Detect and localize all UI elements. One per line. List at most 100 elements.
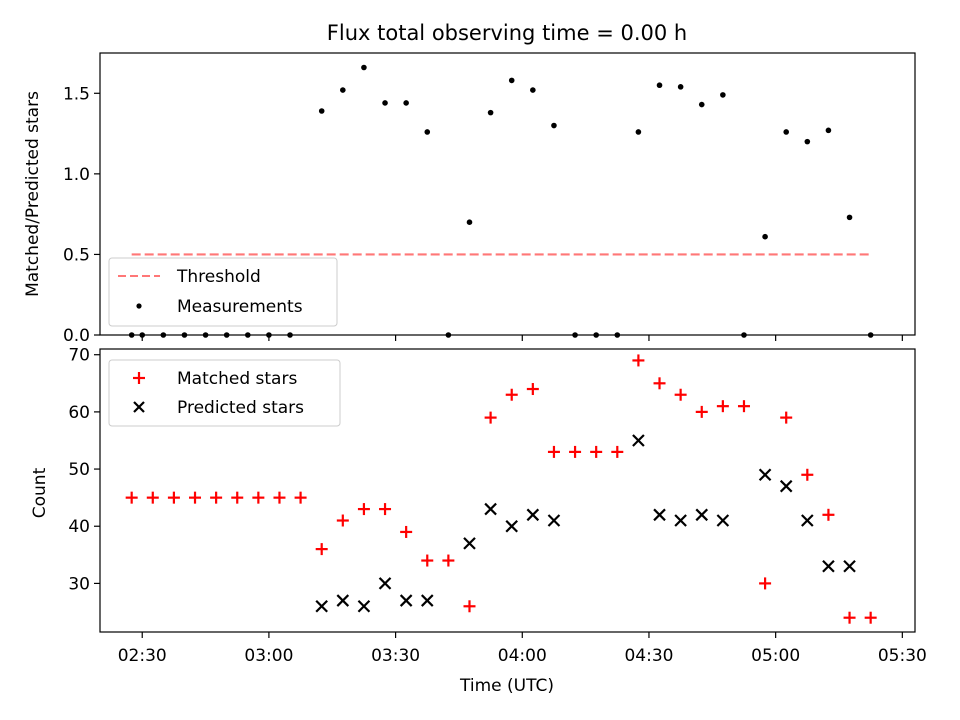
matched-star-point	[864, 611, 877, 624]
bottom-y-tick-label: 70	[68, 346, 90, 366]
matched-star-point	[294, 491, 307, 504]
matched-star-point	[252, 491, 265, 504]
top-y-axis-label: Matched/Predicted stars	[23, 91, 43, 297]
predicted-star-point	[399, 594, 413, 607]
measurement-point	[551, 122, 557, 129]
matched-star-point	[400, 525, 413, 538]
bottom-y-tick-label: 30	[68, 574, 90, 594]
matched-star-point	[125, 491, 138, 504]
predicted-star-point	[357, 599, 371, 613]
bottom-legend-box	[108, 359, 341, 427]
top-y-tick-label: 1.0	[63, 165, 90, 185]
measurement-point	[361, 64, 367, 71]
measurement-point	[318, 108, 325, 114]
bottom-panel: 30 40 50 60 70 02:30 03:00 03:30 04:00 04:30 05:00…	[30, 346, 927, 696]
bottom-tick-layer: 30 40 50 60 70 02:30 03:00 03:30 04:00 04:30 05:00…	[68, 346, 926, 666]
predicted-star-point	[779, 479, 793, 493]
matched-star-point	[590, 445, 603, 458]
matched-star-point	[632, 354, 645, 367]
measurement-point	[677, 84, 684, 90]
matched-star-point	[569, 445, 582, 458]
top-y-tick-label: 0.5	[63, 245, 90, 265]
legend-predicted-swatch	[133, 401, 145, 413]
matched-star-point	[653, 377, 666, 390]
legend-measurements-swatch	[136, 303, 142, 309]
matched-star-point	[421, 554, 434, 567]
bottom-axes-frame	[99, 348, 916, 633]
matched-star-point	[843, 611, 856, 624]
matched-star-point	[210, 491, 223, 504]
matched-star-point	[526, 383, 539, 396]
measurement-point	[720, 92, 726, 98]
predicted-star-point	[484, 502, 497, 516]
measurement-point	[635, 129, 642, 135]
matched-star-point	[146, 491, 159, 504]
top-legend-box	[108, 257, 338, 327]
matched-star-point	[167, 491, 180, 504]
matched-star-point	[822, 508, 835, 521]
measurement-point	[466, 219, 473, 225]
matched-star-point	[442, 554, 455, 567]
measurement-point	[846, 214, 853, 221]
x-tick-label: 04:30	[624, 646, 673, 666]
predicted-star-point	[336, 594, 350, 607]
predicted-star-point	[801, 514, 814, 527]
bottom-legend: Matched stars Predicted stars	[108, 359, 341, 427]
matched-star-point	[357, 503, 370, 516]
measurement-point	[698, 101, 705, 108]
measurement-point	[487, 109, 494, 116]
predicted-star-point	[463, 537, 476, 550]
x-tick-label: 02:30	[118, 646, 167, 666]
legend-threshold-label: Threshold	[176, 267, 261, 287]
bottom-y-axis-label: Count	[30, 467, 50, 518]
predicted-star-point	[674, 514, 687, 527]
x-tick-label: 03:30	[371, 646, 420, 666]
x-tick-label: 05:00	[751, 646, 800, 666]
figure-title: Flux total observing time = 0.00 h	[327, 21, 687, 45]
matched-star-point	[674, 388, 687, 401]
measurement-point	[508, 77, 515, 84]
measurement-point	[825, 127, 832, 134]
predicted-star-point	[632, 434, 645, 447]
predicted-star-point	[315, 599, 328, 613]
measurement-point	[783, 129, 790, 135]
measurement-point	[656, 82, 663, 89]
top-y-tick-label: 0.0	[63, 326, 90, 346]
top-axes-frame	[99, 52, 916, 336]
matched-star-point	[484, 411, 497, 424]
x-tick-label: 05:30	[878, 646, 927, 666]
bottom-y-tick-label: 60	[68, 403, 90, 423]
matched-star-point	[737, 400, 750, 413]
predicted-star-point	[695, 508, 709, 522]
top-legend: Threshold Measurements	[108, 257, 338, 327]
legend-matched-swatch	[133, 372, 145, 384]
measurement-point	[530, 87, 536, 93]
predicted-star-point	[716, 514, 730, 527]
bottom-series-layer	[125, 354, 877, 624]
predicted-star-point	[653, 508, 666, 522]
legend-predicted-label: Predicted stars	[177, 398, 304, 418]
matched-star-point	[189, 491, 202, 504]
bottom-y-tick-label: 40	[68, 517, 90, 537]
predicted-star-point	[843, 559, 856, 573]
predicted-star-point	[758, 468, 772, 482]
measurement-point	[424, 129, 431, 135]
predicted-star-point	[526, 508, 540, 522]
predicted-star-point	[505, 519, 519, 533]
matched-star-point	[379, 503, 392, 516]
predicted-star-point	[420, 594, 434, 607]
matched-star-point	[759, 577, 772, 590]
x-tick-label: 04:00	[498, 646, 547, 666]
matched-star-point	[547, 445, 560, 458]
measurement-point	[340, 87, 346, 93]
matched-star-point	[463, 600, 476, 613]
matched-star-point	[231, 491, 244, 504]
matched-star-point	[611, 445, 624, 458]
matched-star-point	[505, 388, 518, 401]
top-y-tick-label: 1.5	[63, 84, 90, 104]
matched-star-point	[801, 468, 814, 481]
predicted-star-point	[547, 514, 561, 527]
matched-star-point	[716, 400, 729, 413]
legend-measurements-label: Measurements	[177, 297, 303, 317]
